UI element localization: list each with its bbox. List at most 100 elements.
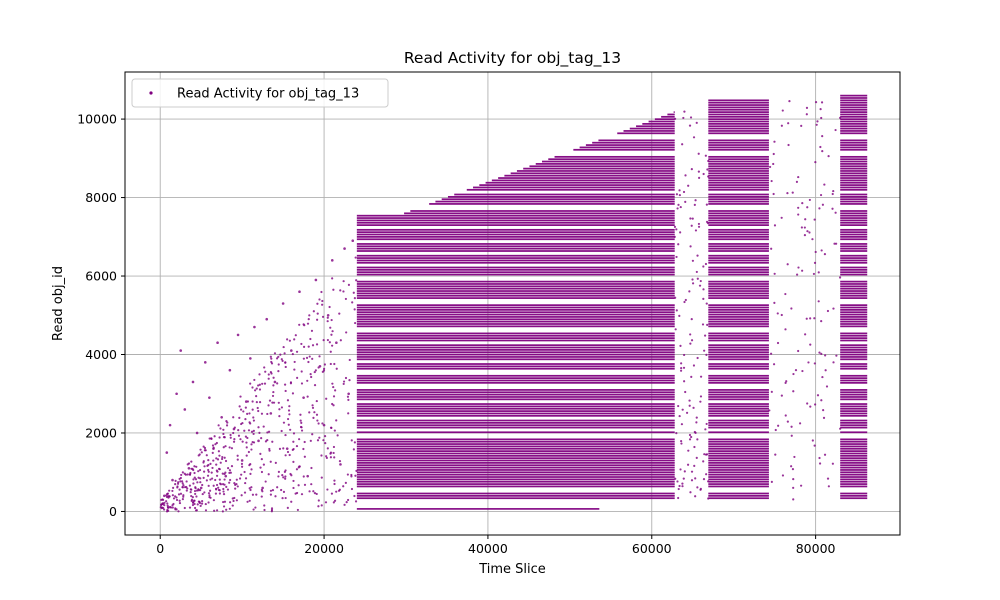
scatter-point <box>689 342 692 345</box>
scatter-point <box>196 481 199 484</box>
scatter-band <box>840 349 868 351</box>
scatter-band <box>447 195 675 198</box>
scatter-band <box>592 141 675 144</box>
scatter-band <box>708 115 769 118</box>
scatter-point <box>804 333 807 336</box>
scatter-point <box>819 145 822 149</box>
scatter-point <box>801 269 804 272</box>
scatter-point <box>692 136 696 139</box>
scatter-band <box>840 146 868 149</box>
scatter-point <box>195 495 198 498</box>
scatter-point <box>822 416 826 419</box>
scatter-point <box>310 375 313 379</box>
scatter-point <box>684 200 687 203</box>
scatter-band <box>708 155 769 158</box>
scatter-point <box>687 184 690 187</box>
scatter-point <box>290 349 293 352</box>
scatter-point <box>333 499 337 502</box>
scatter-point <box>232 440 236 443</box>
scatter-point <box>675 309 678 312</box>
scatter-point <box>182 494 185 497</box>
scatter-point <box>274 495 277 498</box>
scatter-point <box>697 152 700 155</box>
scatter-point <box>807 361 810 364</box>
scatter-point <box>229 501 232 504</box>
scatter-point <box>206 474 210 477</box>
scatter-point <box>776 312 779 315</box>
scatter-band <box>356 219 675 222</box>
scatter-point <box>690 435 693 439</box>
scatter-point <box>203 361 207 364</box>
scatter-point <box>284 477 287 480</box>
scatter-band <box>840 297 868 299</box>
scatter-point <box>333 456 336 459</box>
scatter-band <box>840 104 868 106</box>
scatter-point <box>273 380 277 384</box>
scatter-point <box>692 406 695 409</box>
scatter-point <box>313 411 316 414</box>
scatter-band <box>356 447 675 450</box>
scatter-point <box>820 249 823 252</box>
scatter-band <box>708 228 769 231</box>
scatter-band <box>356 353 675 356</box>
scatter-point <box>292 432 296 435</box>
scatter-point <box>681 408 684 411</box>
scatter-point <box>216 458 220 461</box>
scatter-point <box>220 415 223 419</box>
scatter-point <box>696 438 699 441</box>
scatter-band <box>708 214 769 217</box>
scatter-band <box>708 313 769 316</box>
scatter-point <box>212 459 215 462</box>
scatter-point <box>258 388 262 391</box>
scatter-point <box>811 238 814 241</box>
scatter-band <box>356 419 675 422</box>
scatter-point <box>181 480 184 483</box>
scatter-point <box>186 473 189 476</box>
scatter-point <box>254 506 257 509</box>
scatter-point <box>705 302 708 305</box>
scatter-point <box>233 496 236 500</box>
scatter-point <box>312 490 315 493</box>
scatter-point <box>179 480 182 483</box>
scatter-point <box>800 124 803 127</box>
scatter-band <box>404 212 675 215</box>
scatter-point <box>267 430 271 433</box>
scatter-band <box>708 198 769 201</box>
scatter-point <box>167 495 170 498</box>
scatter-point <box>345 331 348 334</box>
scatter-band <box>708 247 769 250</box>
scatter-point <box>264 480 267 483</box>
scatter-point <box>230 465 234 468</box>
scatter-band <box>708 285 769 288</box>
scatter-band <box>708 424 769 427</box>
scatter-point <box>161 498 165 501</box>
scatter-point <box>181 498 184 501</box>
scatter-band <box>840 170 868 172</box>
scatter-point <box>279 353 282 356</box>
scatter-band <box>840 203 868 205</box>
scatter-band <box>708 292 769 295</box>
scatter-band <box>441 198 675 201</box>
scatter-point <box>232 416 235 419</box>
scatter-point <box>207 470 210 473</box>
scatter-point <box>680 439 683 443</box>
scatter-point <box>270 508 274 512</box>
scatter-point <box>240 459 244 462</box>
scatter-point <box>205 479 208 482</box>
scatter-point <box>770 390 773 393</box>
scatter-point <box>175 392 178 396</box>
scatter-band <box>410 210 675 212</box>
scatter-point <box>312 310 315 313</box>
scatter-band <box>510 172 675 175</box>
scatter-point <box>253 389 257 392</box>
scatter-band <box>840 367 868 370</box>
scatter-point <box>336 434 339 437</box>
scatter-band <box>356 424 675 427</box>
scatter-band <box>623 130 675 132</box>
scatter-band <box>708 410 769 412</box>
scatter-band <box>356 374 675 377</box>
scatter-band <box>708 419 769 422</box>
scatter-band <box>498 177 675 179</box>
scatter-point <box>811 439 814 442</box>
scatter-band <box>840 179 868 182</box>
